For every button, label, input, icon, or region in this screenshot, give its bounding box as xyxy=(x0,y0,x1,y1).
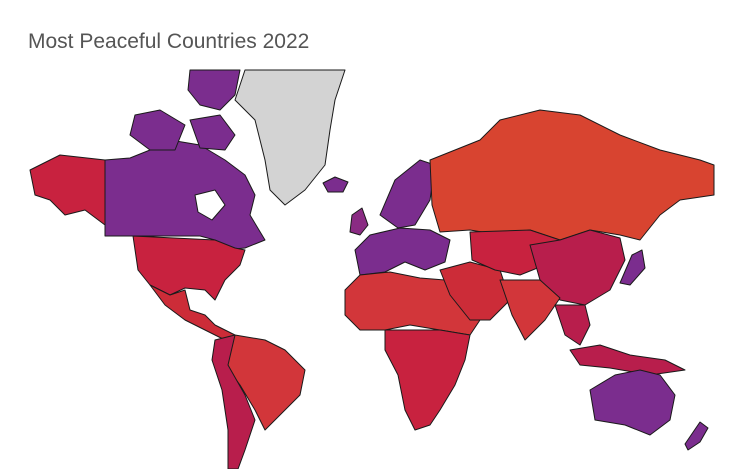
arctic-islands xyxy=(189,114,236,151)
middle-east xyxy=(439,261,511,321)
australia xyxy=(589,369,676,436)
russia xyxy=(429,109,715,241)
canada xyxy=(104,139,266,251)
mexico xyxy=(149,284,236,341)
arctic-islands xyxy=(129,109,186,151)
greenland xyxy=(234,69,346,206)
arctic-islands xyxy=(187,69,241,111)
japan xyxy=(619,249,646,286)
hudson-bay xyxy=(194,189,226,221)
new-zealand xyxy=(684,421,709,451)
north-africa xyxy=(344,271,481,336)
europe xyxy=(354,227,451,276)
southeast-asia xyxy=(554,304,591,346)
iceland xyxy=(322,176,349,193)
scandinavia xyxy=(379,159,436,229)
map-title: Most Peaceful Countries 2022 xyxy=(28,30,310,53)
usa xyxy=(132,235,246,301)
alaska xyxy=(29,154,106,226)
indonesia xyxy=(569,344,686,376)
central-africa xyxy=(384,329,471,431)
uk xyxy=(349,207,369,236)
india xyxy=(499,279,561,341)
andes xyxy=(211,334,256,469)
